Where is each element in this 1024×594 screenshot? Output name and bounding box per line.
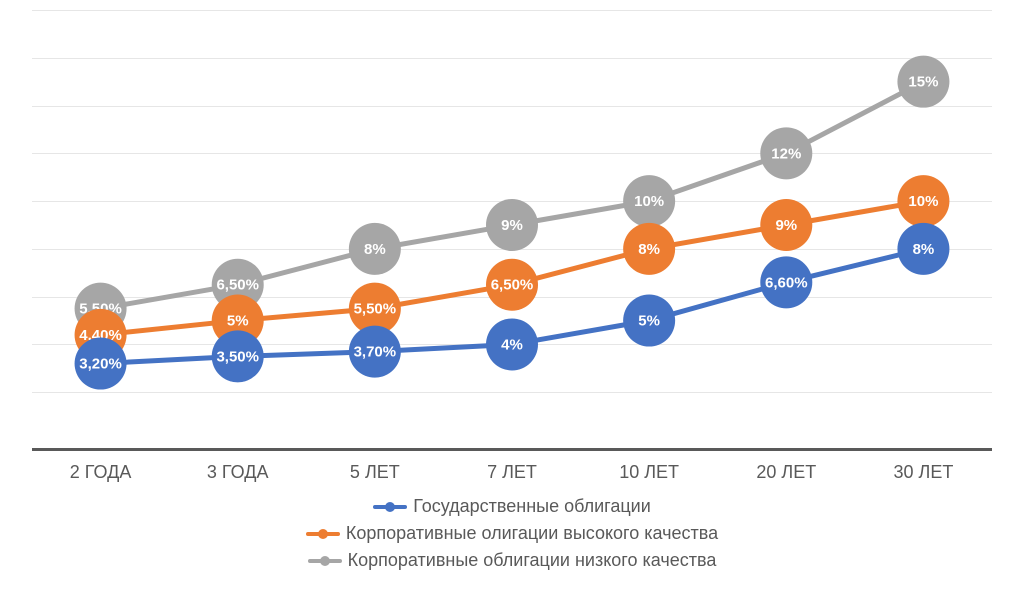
chart-svg: 5,50%6,50%8%9%10%12%15%4,40%5%5,50%6,50%…: [32, 10, 992, 440]
legend-swatch: [308, 559, 342, 563]
data-marker: 8%: [897, 223, 949, 275]
x-tick-label: 5 ЛЕТ: [350, 462, 400, 483]
data-marker: 6,60%: [760, 256, 812, 308]
data-label: 10%: [908, 193, 938, 210]
data-marker: 12%: [760, 127, 812, 179]
data-marker: 15%: [897, 56, 949, 108]
x-tick-label: 30 ЛЕТ: [894, 462, 954, 483]
data-marker: 3,70%: [349, 326, 401, 378]
x-tick-label: 10 ЛЕТ: [619, 462, 679, 483]
data-label: 4%: [501, 336, 523, 353]
legend-label: Корпоративные облигации низкого качества: [348, 550, 717, 571]
data-marker: 8%: [349, 223, 401, 275]
x-tick-label: 3 ГОДА: [207, 462, 269, 483]
data-marker: 3,20%: [75, 338, 127, 390]
legend-item: Корпоративные олигации высокого качества: [306, 523, 718, 544]
x-tick-label: 7 ЛЕТ: [487, 462, 537, 483]
data-label: 8%: [364, 241, 386, 258]
data-label: 10%: [634, 193, 664, 210]
data-label: 3,70%: [354, 344, 397, 361]
data-marker: 5%: [623, 295, 675, 347]
plot-area: 5,50%6,50%8%9%10%12%15%4,40%5%5,50%6,50%…: [32, 10, 992, 440]
data-label: 3,50%: [216, 348, 259, 365]
bond-yield-chart: 5,50%6,50%8%9%10%12%15%4,40%5%5,50%6,50%…: [0, 0, 1024, 594]
x-axis-labels: 2 ГОДА 3 ГОДА 5 ЛЕТ 7 ЛЕТ 10 ЛЕТ 20 ЛЕТ 30 ЛЕТ: [32, 462, 992, 486]
data-marker: 8%: [623, 223, 675, 275]
x-tick-label: 2 ГОДА: [70, 462, 132, 483]
legend-label: Корпоративные олигации высокого качества: [346, 523, 718, 544]
data-label: 3,20%: [79, 356, 122, 373]
data-marker: 9%: [486, 199, 538, 251]
data-label: 15%: [908, 74, 938, 91]
data-label: 6,50%: [216, 277, 259, 294]
data-label: 5%: [227, 313, 249, 330]
data-label: 6,60%: [765, 274, 808, 291]
data-label: 9%: [501, 217, 523, 234]
data-marker: 9%: [760, 199, 812, 251]
x-axis: [32, 448, 992, 451]
data-marker: 3,50%: [212, 330, 264, 382]
legend-item: Корпоративные облигации низкого качества: [308, 550, 717, 571]
data-label: 5,50%: [354, 301, 397, 318]
data-marker: 10%: [897, 175, 949, 227]
data-label: 5%: [638, 313, 660, 330]
data-label: 12%: [771, 145, 801, 162]
data-marker: 6,50%: [486, 259, 538, 311]
data-label: 8%: [638, 241, 660, 258]
data-label: 8%: [913, 241, 935, 258]
x-tick-label: 20 ЛЕТ: [756, 462, 816, 483]
data-label: 6,50%: [491, 277, 534, 294]
legend-item: Государственные облигации: [373, 496, 651, 517]
legend: Государственные облигации Корпоративные о…: [0, 496, 1024, 571]
legend-swatch: [373, 505, 407, 509]
data-marker: 4%: [486, 318, 538, 370]
data-marker: 10%: [623, 175, 675, 227]
legend-swatch: [306, 532, 340, 536]
data-label: 9%: [775, 217, 797, 234]
legend-label: Государственные облигации: [413, 496, 651, 517]
